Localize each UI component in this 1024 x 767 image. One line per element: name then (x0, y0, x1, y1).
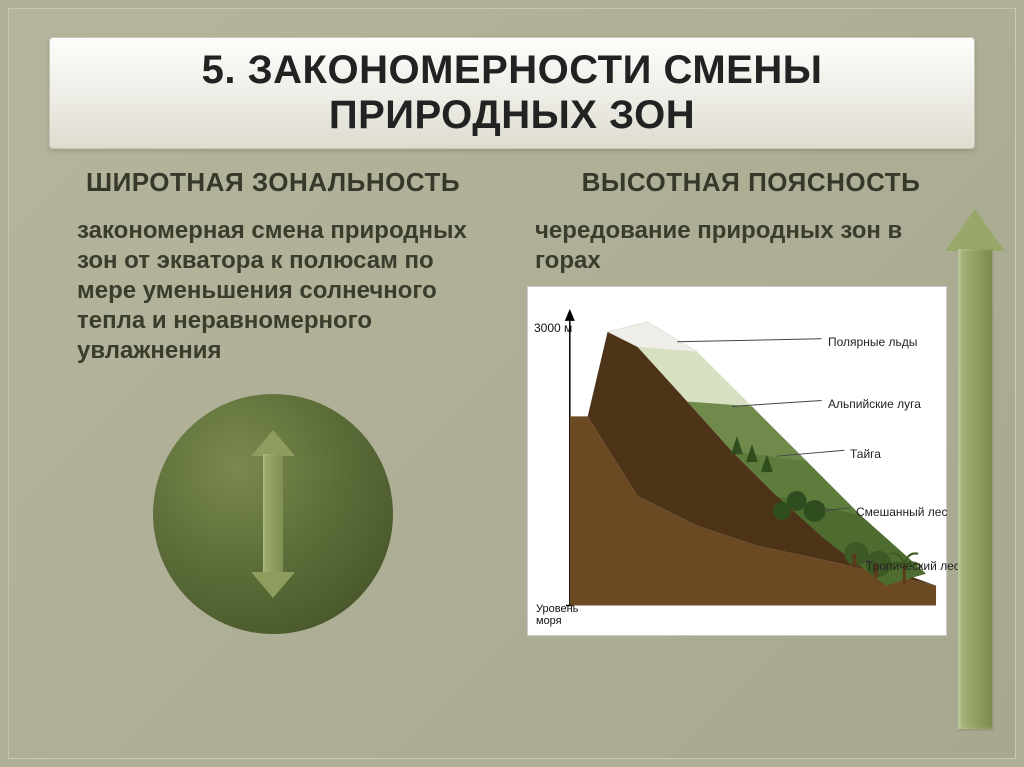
zone-label-0: Полярные льды (828, 335, 917, 349)
slide-title: 5. ЗАКОНОМЕРНОСТИ СМЕНЫ ПРИРОДНЫХ ЗОН (70, 48, 954, 138)
column-latitude: ШИРОТНАЯ ЗОНАЛЬНОСТЬ закономерная смена … (49, 167, 497, 636)
mountain-diagram: 3000 м Полярные льды Альпийские луга Тай… (527, 286, 947, 636)
zone-label-3: Смешанный лес (856, 505, 947, 519)
sea-level-label: Уровеньморя (536, 603, 578, 627)
definition-latitude: закономерная смена природных зон от эква… (49, 216, 497, 366)
column-altitude: ВЫСОТНАЯ ПОЯСНОСТЬ чередование природных… (527, 167, 975, 636)
definition-altitude: чередование природных зон в горах (527, 216, 975, 276)
heading-altitude: ВЫСОТНАЯ ПОЯСНОСТЬ (527, 167, 975, 198)
zone-label-1: Альпийские луга (828, 397, 921, 411)
vertical-double-arrow (259, 434, 287, 594)
zone-label-2: Тайга (850, 447, 881, 461)
heading-latitude: ШИРОТНАЯ ЗОНАЛЬНОСТЬ (49, 167, 497, 198)
slide-title-box: 5. ЗАКОНОМЕРНОСТИ СМЕНЫ ПРИРОДНЫХ ЗОН (49, 37, 975, 149)
axis-top-label: 3000 м (534, 321, 572, 335)
altitude-up-arrow (953, 209, 997, 729)
globe-illustration (153, 394, 393, 634)
zone-label-4: Тропический лес (866, 559, 960, 573)
